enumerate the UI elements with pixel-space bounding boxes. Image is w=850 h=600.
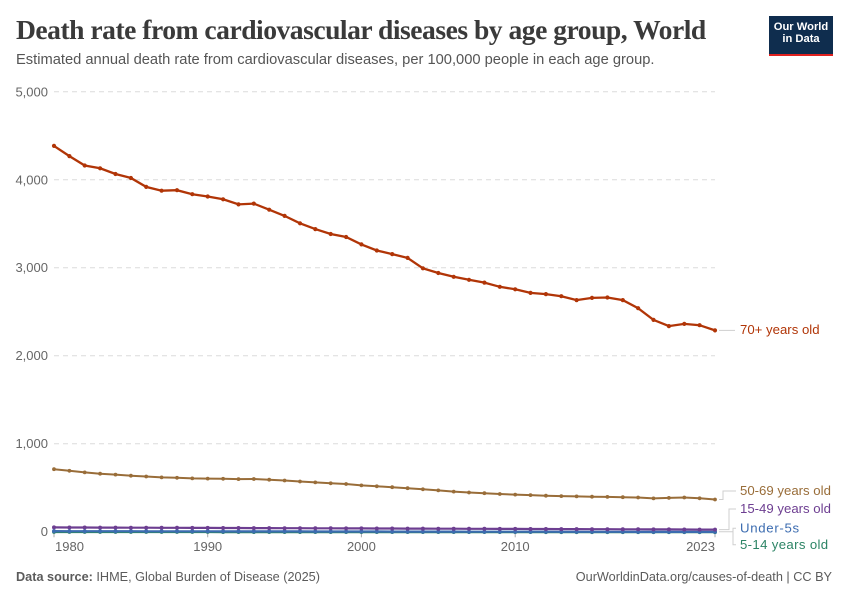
svg-text:5,000: 5,000 [15,84,48,99]
svg-text:3,000: 3,000 [15,260,48,275]
svg-text:2010: 2010 [501,539,530,554]
svg-text:5-14 years old: 5-14 years old [740,537,828,552]
svg-text:2023: 2023 [686,539,715,554]
svg-text:1,000: 1,000 [15,436,48,451]
svg-text:4,000: 4,000 [15,172,48,187]
svg-text:1990: 1990 [193,539,222,554]
svg-text:2,000: 2,000 [15,348,48,363]
svg-text:70+ years old: 70+ years old [740,322,820,337]
svg-text:0: 0 [41,524,48,539]
svg-text:15-49 years old: 15-49 years old [740,501,831,516]
svg-text:Under-5s: Under-5s [740,521,800,536]
svg-text:2000: 2000 [347,539,376,554]
svg-text:1980: 1980 [55,539,84,554]
svg-text:50-69 years old: 50-69 years old [740,483,831,498]
